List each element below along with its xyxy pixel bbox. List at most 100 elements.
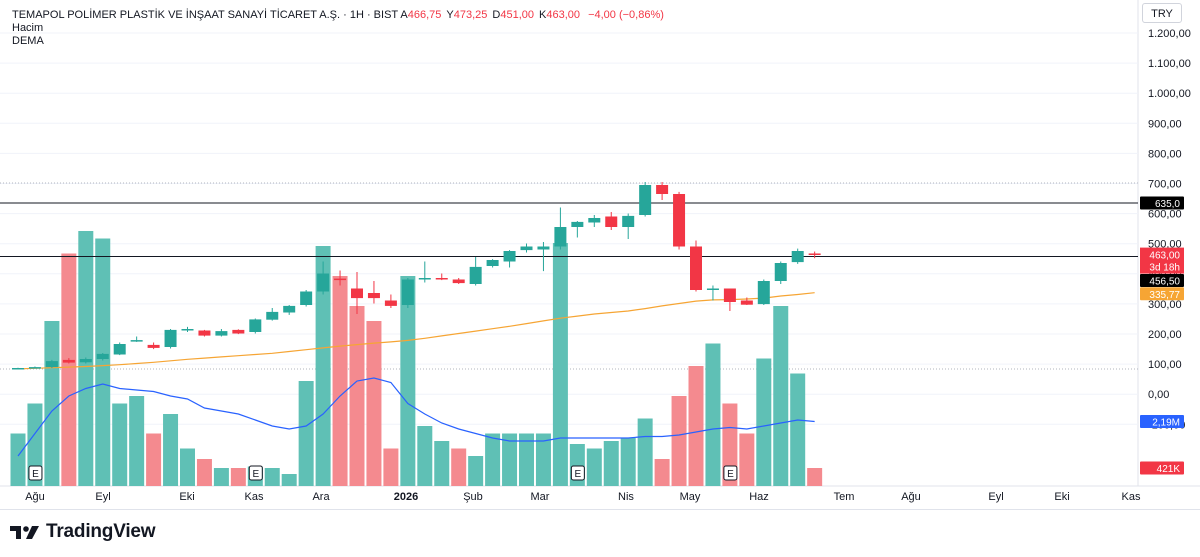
symbol-title[interactable]: TEMAPOL POLİMER PLASTİK VE İNŞAAT SANAYİ… — [12, 9, 398, 21]
ohlc-value: 451,00 — [500, 9, 534, 21]
time-tick-label: May — [680, 491, 701, 503]
ohlc-key: A — [400, 9, 408, 21]
candle-body — [300, 291, 313, 305]
volume-legend[interactable]: Hacim — [12, 22, 44, 34]
volume-bar — [502, 433, 518, 486]
price-axis: 1.200,00 1.100,00 1.000,00 900,00 800,00 700,… — [1148, 28, 1191, 431]
time-tick-label: Tem — [834, 491, 855, 503]
volume-bar — [366, 321, 382, 486]
candle-body — [605, 216, 618, 227]
volume-bar — [213, 468, 229, 486]
volume-bar — [281, 474, 297, 486]
candle-body — [96, 353, 109, 359]
dema-price-label: 335,77 — [1149, 290, 1180, 301]
candle-body — [317, 273, 330, 292]
volume-bar — [27, 403, 43, 486]
volume-bar — [230, 468, 246, 486]
earnings-marker-box — [723, 465, 738, 481]
candle-body — [215, 331, 228, 336]
volume-bar — [535, 433, 551, 486]
volume-bar — [756, 358, 772, 486]
candle-body — [740, 300, 753, 305]
tradingview-logo[interactable]: TradingView — [10, 520, 156, 544]
price-tick-label: 100,00 — [1148, 359, 1182, 371]
volume-bar — [552, 243, 568, 486]
volume-bar — [349, 306, 365, 486]
volume-bar — [586, 448, 602, 486]
volume-value-label: 421K — [1157, 464, 1181, 475]
candle-body — [656, 185, 669, 194]
time-tick-label: Kas — [1122, 491, 1141, 503]
volume-bar — [519, 433, 534, 486]
candle-body — [639, 185, 652, 215]
candle-body — [571, 221, 584, 227]
candle-body — [503, 251, 516, 262]
earnings-marker-label: E — [252, 469, 259, 480]
candle-body — [401, 279, 414, 305]
volume-bar — [10, 433, 26, 486]
volume-bar — [298, 381, 314, 486]
earnings-marker-box — [248, 465, 263, 481]
dema-polyline — [17, 292, 815, 370]
brand-name: TradingView — [46, 521, 156, 542]
volume-bar — [485, 433, 501, 486]
candle-body — [283, 305, 296, 313]
hline-price-label-bg — [1140, 274, 1184, 288]
volume-ma-line — [17, 377, 815, 457]
candle-body — [384, 300, 397, 306]
time-tick-label: Mar — [531, 491, 550, 503]
ohlc-value: 463,00 — [546, 9, 580, 21]
candle-body — [808, 253, 821, 255]
volume-bar — [264, 468, 280, 486]
candle-body — [757, 281, 770, 305]
ohlc-values: A466,75 Y473,25 D451,00 K463,00 — [400, 9, 585, 21]
volume-bar — [773, 306, 789, 486]
candle-body — [45, 361, 58, 368]
price-tick-label: 1.200,00 — [1148, 28, 1191, 40]
grid-lines — [0, 0, 1200, 487]
time-tick-label: Eki — [1054, 491, 1069, 503]
time-tick-label: Şub — [463, 491, 483, 503]
candle-body — [249, 319, 262, 332]
candle-body — [130, 340, 143, 342]
candle-body — [62, 359, 75, 363]
candle-body — [723, 288, 736, 302]
ohlc-value: 466,75 — [407, 9, 442, 21]
horizontal-lines — [0, 202, 1138, 258]
dema-line — [17, 292, 815, 370]
candle-body — [469, 266, 482, 284]
earnings-marker-label: E — [32, 469, 39, 480]
volume-bar — [620, 438, 636, 486]
candle-body — [673, 194, 686, 247]
candle-body — [435, 278, 448, 280]
volume-bar — [112, 403, 128, 486]
volume-bar — [129, 396, 145, 486]
line-price-label: 635,0 — [1155, 199, 1180, 210]
candle-body — [367, 293, 380, 299]
volume-ma-polyline — [17, 377, 815, 457]
volume-bar — [196, 459, 212, 486]
time-tick-label: 2026 — [394, 491, 418, 503]
time-tick-label: Ara — [312, 491, 330, 503]
volume-bar — [671, 396, 687, 486]
price-tick-label: 700,00 — [1148, 179, 1182, 191]
price-change: −4,00 (−0,86%) — [588, 9, 664, 21]
price-tick-label: 900,00 — [1148, 118, 1182, 130]
candle-body — [520, 246, 533, 251]
candle-body — [266, 311, 279, 320]
candle-body — [351, 288, 363, 299]
candle-body — [537, 246, 550, 250]
dema-legend[interactable]: DEMA — [12, 35, 44, 47]
candle-body — [486, 260, 499, 266]
price-tick-label: 0,00 — [1148, 389, 1169, 401]
volume-bar — [722, 403, 738, 486]
candle-body — [181, 329, 194, 331]
volume-bar — [654, 459, 670, 486]
volume-bar — [332, 276, 348, 486]
candle-body — [690, 246, 702, 290]
hline-price-label: 456,50 — [1149, 277, 1180, 288]
volume-bar — [44, 321, 60, 486]
currency-button[interactable]: TRY — [1142, 3, 1182, 23]
